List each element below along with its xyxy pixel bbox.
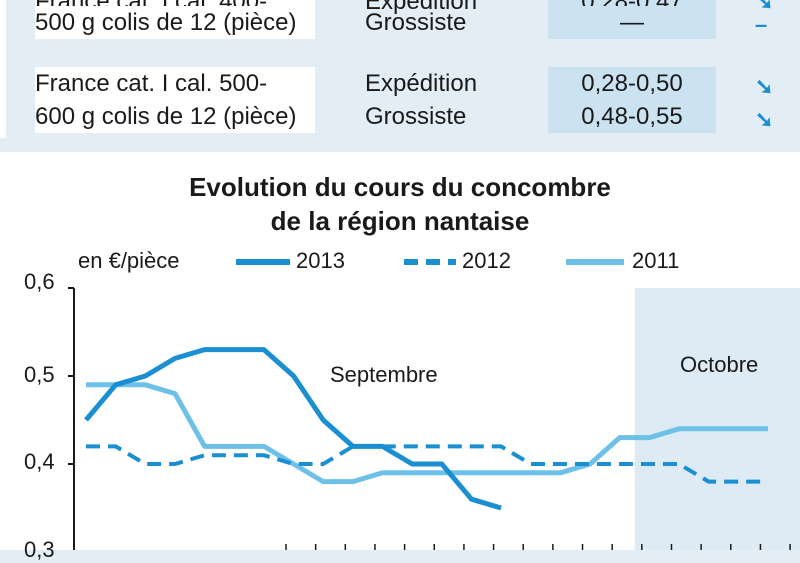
row2-stage-line1: Expédition: [365, 67, 477, 100]
ytick-0.6: 0,6: [24, 269, 55, 295]
row1-trend-flat-icon: –: [755, 8, 767, 41]
row2-trend-down-icon: ➘: [755, 70, 773, 103]
row1-stage-line2: Grossiste: [365, 6, 466, 39]
ytick-0.5: 0,5: [24, 362, 55, 388]
month-label-september: Septembre: [330, 362, 438, 388]
row2-price-line2: 0,48-0,55: [548, 100, 716, 133]
row1-product-line2: 500 g colis de 12 (pièce): [35, 6, 315, 39]
row2-product-line1: France cat. I cal. 500-: [35, 67, 315, 100]
ytick-0.4: 0,4: [24, 449, 55, 475]
legend-label-2012: 2012: [462, 248, 511, 274]
ytick-0.3: 0,3: [24, 537, 55, 563]
legend-label-2013: 2013: [296, 248, 345, 274]
month-label-october: Octobre: [680, 352, 758, 378]
chart-title-line1: Evolution du cours du concombre: [0, 170, 800, 204]
chart-panel: Evolution du cours du concombre de la ré…: [0, 152, 800, 550]
series-line-2013: [86, 350, 501, 508]
row1-price-line2: —: [548, 6, 716, 39]
october-band: [635, 288, 800, 550]
price-table: France cat. I cal. 400- 500 g colis de 1…: [0, 0, 800, 142]
row2-stage-line2: Grossiste: [365, 100, 466, 133]
legend-label-2011: 2011: [632, 248, 679, 274]
chart-title-line2: de la région nantaise: [0, 204, 800, 238]
y-unit-label: en €/pièce: [78, 248, 180, 274]
row2-price-line1: 0,28-0,50: [548, 67, 716, 100]
table-left-border: [0, 0, 6, 138]
row2-product-line2: 600 g colis de 12 (pièce): [35, 100, 315, 133]
row2-trend-down-icon-2: ➘: [755, 103, 773, 136]
